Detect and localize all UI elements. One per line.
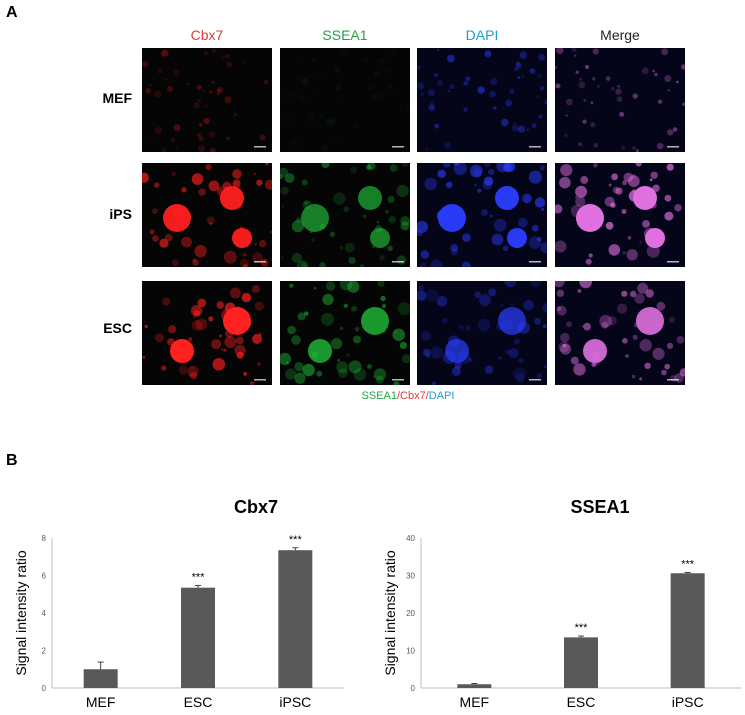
- scale-bar: [392, 261, 404, 263]
- y-tick-label: 8: [42, 534, 47, 543]
- column-header-cbx7: Cbx7: [190, 27, 224, 43]
- micrograph-esc-cbx7: [142, 281, 272, 385]
- row-label-esc: ESC: [103, 320, 132, 336]
- x-tick-label: iPSC: [672, 694, 704, 710]
- bar-chart-ssea1: 0 10 20 30 40 Signal intensity ratio MEF *** ESC…: [382, 534, 741, 710]
- bar-esc: [564, 637, 598, 688]
- scale-bar: [392, 146, 404, 148]
- x-tick-label: MEF: [460, 694, 490, 710]
- micrograph-esc-merge: [555, 281, 685, 385]
- column-header-ssea1: SSEA1: [322, 27, 368, 43]
- bar-ipsc: [278, 550, 313, 688]
- micrograph-mef-cbx7: [142, 48, 272, 152]
- bar-mef: [457, 684, 492, 688]
- scale-bar: [667, 379, 679, 381]
- bar-chart-cbx7: 0 2 4 6 8 Signal intensity ratio MEF *** ESC *** i…: [13, 534, 344, 710]
- y-tick-label: 0: [411, 684, 416, 693]
- y-tick-label: 30: [406, 572, 415, 581]
- bar-ipsc: [670, 573, 705, 688]
- y-tick-label: 2: [42, 647, 47, 656]
- x-tick-label: iPSC: [279, 694, 311, 710]
- legend-separator: /: [425, 390, 429, 402]
- significance-label: ***: [289, 534, 303, 546]
- scale-bar: [667, 146, 679, 148]
- significance-label: ***: [192, 571, 206, 583]
- significance-label: ***: [575, 622, 589, 634]
- x-tick-label: MEF: [86, 694, 116, 710]
- micrograph-esc-ssea1: [280, 281, 410, 385]
- x-tick-label: ESC: [184, 694, 213, 710]
- scale-bar: [392, 379, 404, 381]
- channel-legend: SSEA1/Cbx7/DAPI: [258, 390, 558, 402]
- micrograph-ips-dapi: [417, 163, 547, 267]
- micrograph-ips-ssea1: [280, 163, 410, 267]
- y-tick-label: 20: [406, 609, 415, 618]
- scale-bar: [254, 146, 266, 148]
- micrograph-mef-dapi: [417, 48, 547, 152]
- significance-label: ***: [681, 559, 695, 571]
- micrograph-esc-dapi: [417, 281, 547, 385]
- y-tick-label: 10: [406, 647, 415, 656]
- y-tick-label: 4: [42, 609, 47, 618]
- y-tick-label: 0: [42, 684, 47, 693]
- legend-separator: /: [396, 390, 401, 402]
- x-tick-label: ESC: [567, 694, 596, 710]
- y-tick-label: 6: [42, 572, 47, 581]
- scale-bar: [254, 261, 266, 263]
- micrograph-mef-merge: [555, 48, 685, 152]
- panel-b-letter: B: [6, 452, 18, 469]
- y-axis-label: Signal intensity ratio: [382, 550, 398, 676]
- micrograph-ips-merge: [555, 163, 685, 267]
- chart-title-ssea1: SSEA1: [570, 497, 630, 517]
- panel-a-letter: A: [6, 4, 18, 21]
- scale-bar: [529, 146, 541, 148]
- bar-esc: [181, 587, 215, 688]
- row-label-mef: MEF: [102, 90, 132, 106]
- chart-title-cbx7: Cbx7: [233, 497, 278, 517]
- row-label-ips: iPS: [109, 206, 132, 222]
- legend-ssea1: SSEA1: [361, 390, 397, 402]
- column-header-dapi: DAPI: [465, 27, 499, 43]
- y-axis-label: Signal intensity ratio: [13, 550, 29, 676]
- legend-cbx7: Cbx7: [400, 390, 426, 402]
- micrograph-mef-ssea1: [280, 48, 410, 152]
- y-tick-label: 40: [406, 534, 415, 543]
- micrograph-ips-cbx7: [142, 163, 272, 267]
- column-header-merge: Merge: [600, 27, 640, 43]
- scale-bar: [529, 379, 541, 381]
- scale-bar: [667, 261, 679, 263]
- scale-bar: [529, 261, 541, 263]
- legend-dapi: DAPI: [428, 390, 455, 402]
- bar-mef: [83, 669, 118, 688]
- scale-bar: [254, 379, 266, 381]
